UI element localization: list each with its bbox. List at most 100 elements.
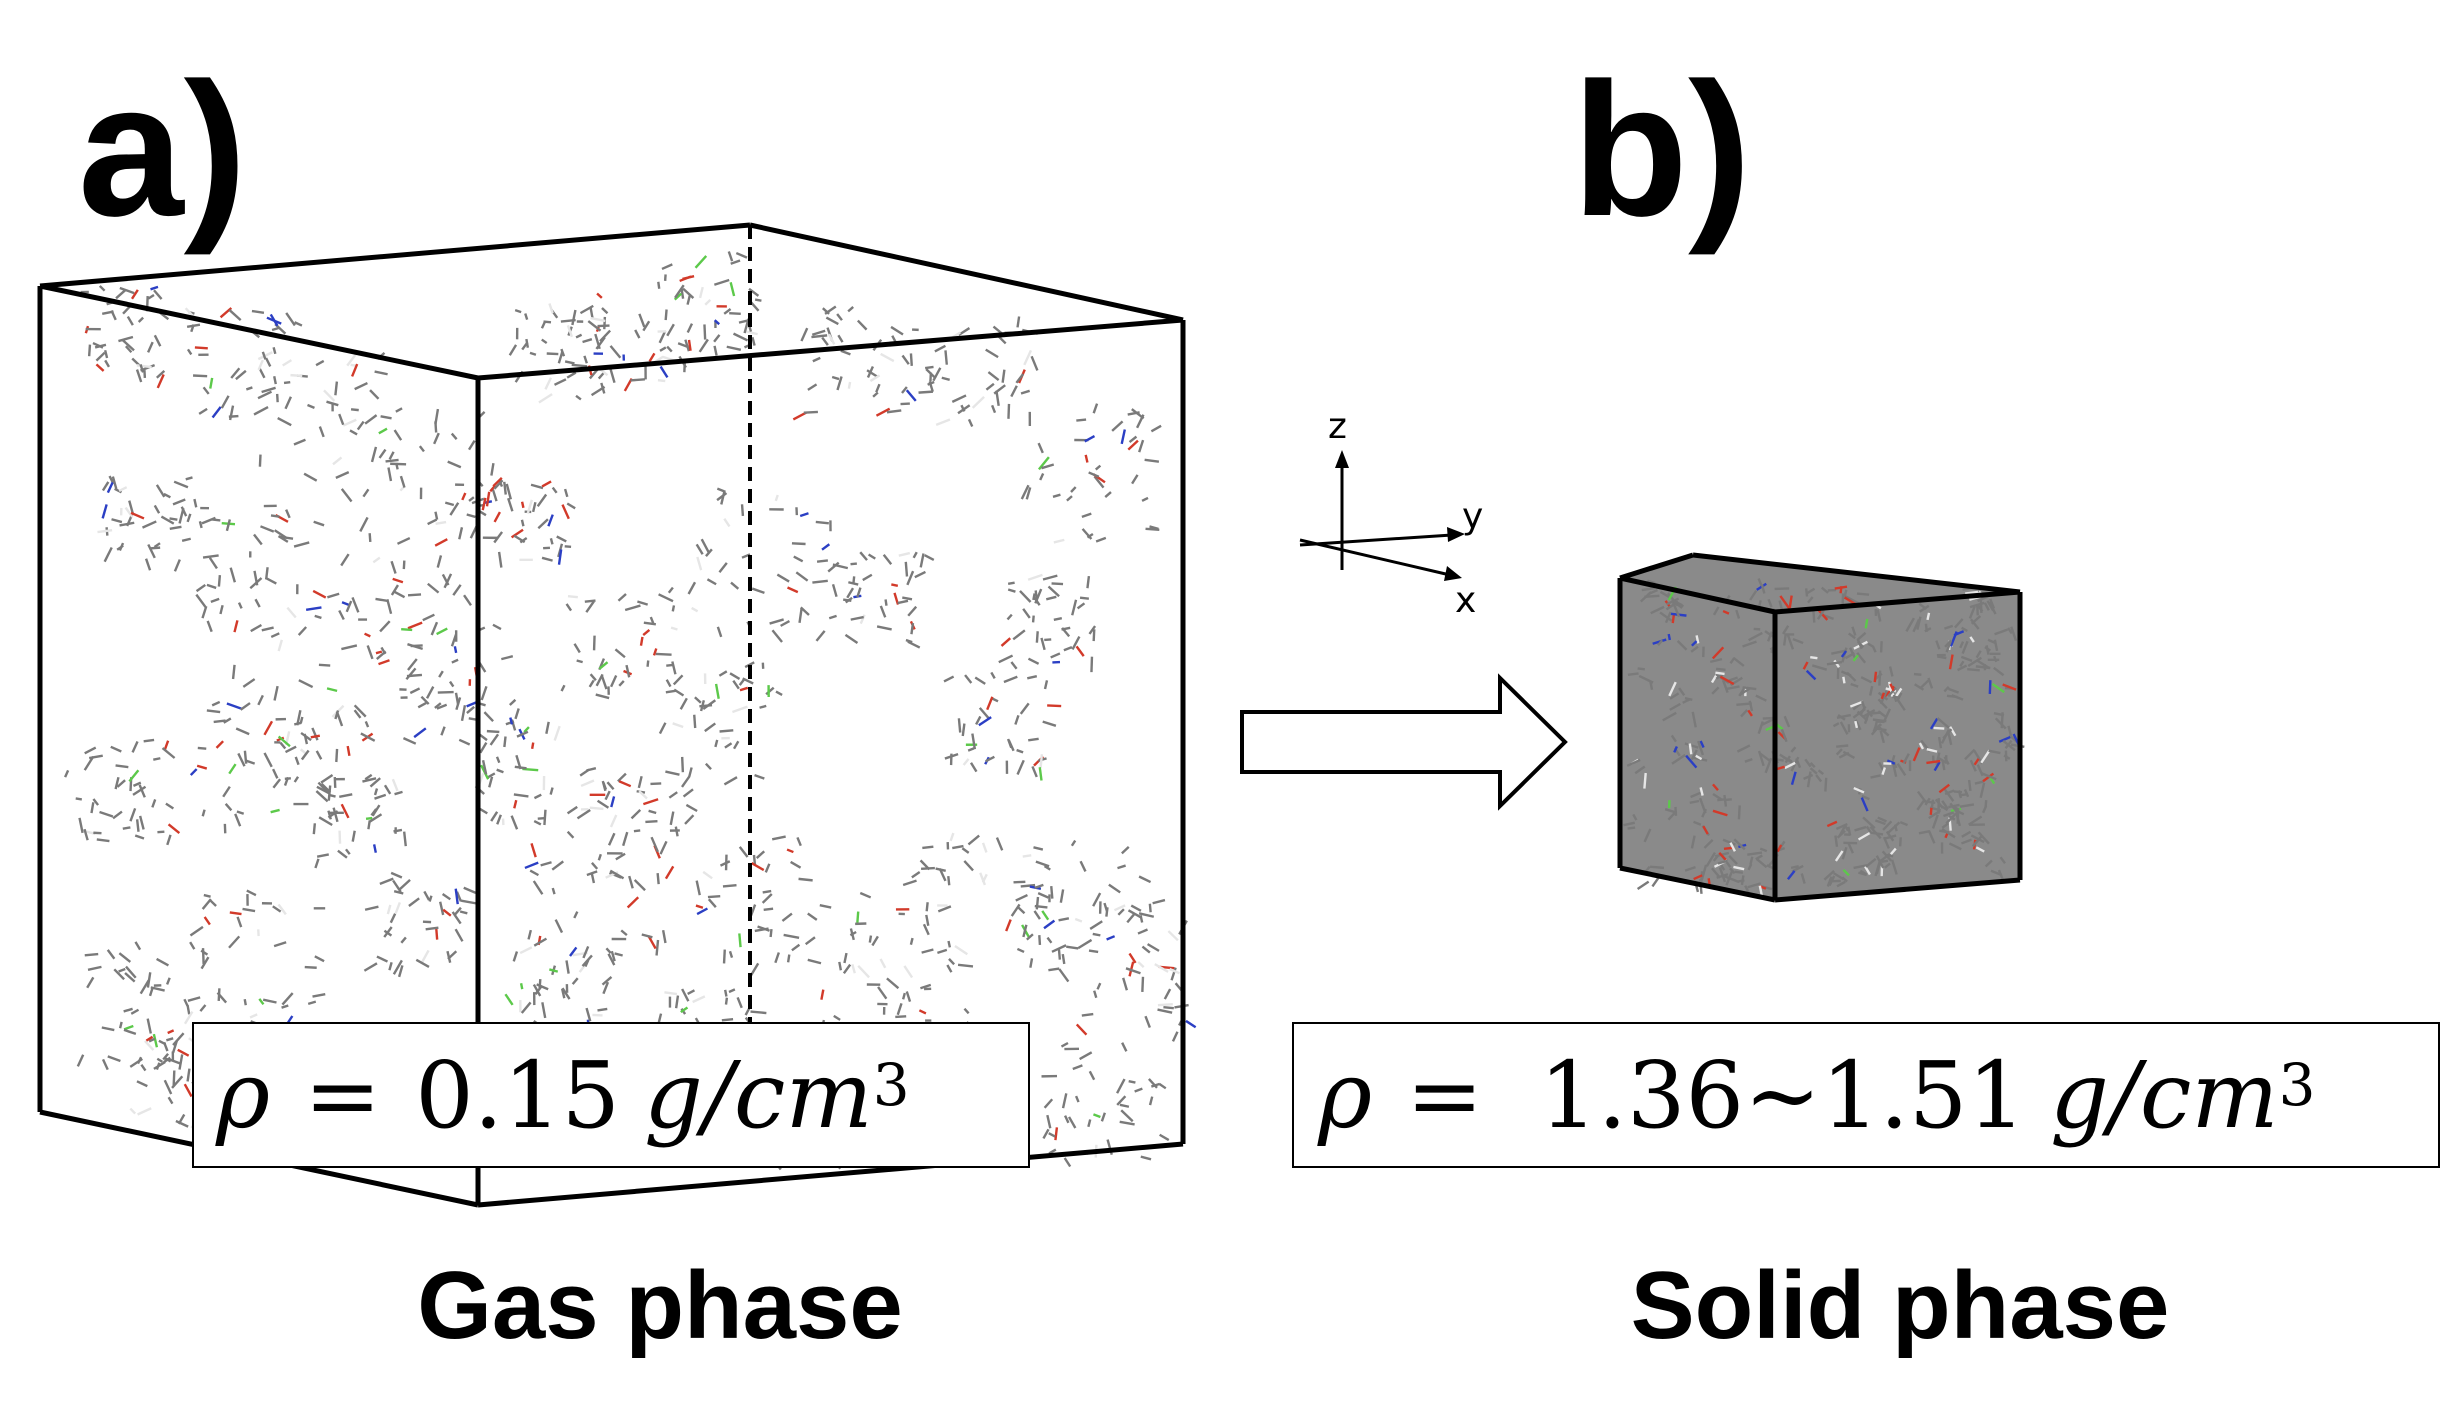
molecule-bond	[597, 324, 610, 328]
molecule-bond	[751, 336, 756, 346]
molecule-bond	[312, 823, 317, 835]
molecule-bond	[961, 723, 966, 737]
molecule-bond	[1051, 944, 1067, 953]
molecule-bond	[449, 502, 460, 516]
molecule-bond	[1043, 865, 1051, 871]
molecule-bond	[1848, 632, 1856, 640]
molecule-bond	[967, 747, 975, 752]
molecule-bond	[489, 733, 500, 746]
molecule-bond	[985, 348, 999, 359]
molecule-bond	[1943, 811, 1955, 818]
molecule-bond	[497, 551, 503, 568]
molecule-bond	[340, 553, 350, 567]
molecule-bond	[441, 573, 450, 586]
molecule-bond	[136, 1080, 148, 1088]
molecule-bond	[123, 1024, 134, 1031]
molecule-bond	[1902, 753, 1910, 764]
molecule-bond	[1984, 646, 1992, 652]
molecule-bond	[1871, 646, 1877, 653]
molecule-bond	[967, 834, 980, 846]
molecule-bond	[903, 965, 914, 979]
molecule-bond	[1914, 683, 1925, 691]
molecule-bond	[1944, 639, 1953, 648]
molecule-bond	[84, 746, 97, 755]
molecule-bond	[786, 848, 794, 854]
molecule-bond	[1811, 664, 1828, 671]
molecule-bond	[1169, 967, 1180, 975]
molecule-bond	[1637, 667, 1645, 671]
molecule-bond	[1711, 686, 1720, 695]
molecule-bond	[1988, 680, 1992, 694]
molecule-bond	[944, 350, 948, 365]
density-symbol: ρ	[1318, 1041, 1373, 1149]
molecule-bond	[351, 830, 356, 842]
molecule-bond	[428, 895, 433, 902]
density-unit: g/cm	[644, 1041, 873, 1149]
molecule-bond	[524, 861, 539, 870]
molecule-bond	[254, 598, 261, 608]
molecule-bond	[1946, 694, 1958, 699]
molecule-bond	[1013, 880, 1026, 884]
molecule-bond	[1139, 914, 1144, 923]
molecule-bond	[495, 756, 501, 764]
molecule-bond	[551, 860, 564, 871]
molecule-bond	[1027, 657, 1040, 665]
molecule-bond	[249, 1013, 258, 1019]
molecule-bond	[1865, 825, 1872, 833]
molecule-bond	[610, 950, 616, 962]
molecule-bond	[1744, 885, 1750, 894]
molecule-bond	[925, 902, 929, 912]
molecule-bond	[92, 798, 100, 806]
molecule-bond	[293, 541, 310, 548]
molecule-bond	[1010, 385, 1018, 398]
molecule-bond	[1847, 826, 1852, 836]
molecule-bond	[493, 531, 504, 544]
molecule-bond	[1836, 744, 1849, 748]
molecule-bond	[1650, 605, 1665, 615]
molecule-bond	[815, 630, 826, 642]
molecule-bond	[681, 775, 691, 788]
molecule-bond	[307, 403, 315, 410]
molecule-bond	[1121, 1042, 1128, 1052]
molecule-bond	[529, 869, 540, 877]
molecule-bond	[751, 862, 765, 872]
molecule-bond	[509, 717, 514, 725]
gas-density-value: 0.15	[415, 1041, 621, 1149]
molecule-bond	[628, 875, 634, 889]
molecule-bond	[1803, 773, 1814, 780]
molecule-bond	[163, 1056, 171, 1064]
molecule-bond	[1719, 675, 1735, 686]
gas-phase-molecules	[64, 251, 1197, 1171]
molecule-bond	[1010, 661, 1018, 670]
gas-phase-caption: Gas phase	[417, 1252, 903, 1359]
density-unit-exponent: 3	[872, 1051, 910, 1119]
molecule-bond	[1835, 748, 1843, 756]
molecule-bond	[693, 714, 697, 729]
molecule-bond	[101, 504, 108, 519]
molecule-bond	[551, 486, 558, 494]
molecule-bond	[1722, 838, 1736, 846]
molecule-bond	[413, 727, 427, 739]
molecule-bond	[146, 972, 152, 988]
molecule-bond	[1131, 474, 1139, 485]
molecule-bond	[1043, 680, 1049, 690]
molecule-bond	[609, 345, 622, 359]
molecule-bond	[228, 935, 241, 949]
molecule-bond	[181, 537, 192, 543]
molecule-bond	[327, 810, 339, 819]
molecule-bond	[519, 946, 533, 955]
molecule-bond	[303, 472, 318, 482]
molecule-bond	[875, 383, 881, 393]
molecule-bond	[589, 673, 597, 682]
molecule-bond	[1090, 656, 1094, 673]
molecule-bond	[741, 553, 751, 559]
molecule-bond	[645, 819, 658, 824]
molecule-bond	[161, 747, 176, 759]
molecule-bond	[332, 456, 343, 466]
molecule-bond	[1144, 1015, 1151, 1028]
molecule-bond	[957, 963, 974, 968]
molecule-bond	[713, 334, 721, 343]
molecule-bond	[538, 393, 553, 404]
molecule-bond	[163, 1079, 173, 1095]
molecule-bond	[434, 408, 440, 425]
